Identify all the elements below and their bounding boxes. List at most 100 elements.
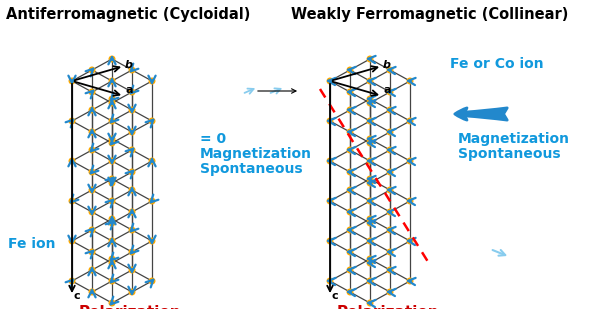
Circle shape bbox=[149, 198, 155, 204]
Circle shape bbox=[109, 278, 115, 284]
Circle shape bbox=[109, 56, 115, 62]
Circle shape bbox=[407, 198, 413, 204]
Circle shape bbox=[109, 96, 115, 102]
Circle shape bbox=[89, 187, 95, 193]
Circle shape bbox=[109, 260, 115, 266]
Circle shape bbox=[109, 238, 115, 244]
Circle shape bbox=[89, 227, 95, 233]
Circle shape bbox=[89, 129, 95, 135]
Circle shape bbox=[327, 158, 333, 164]
Circle shape bbox=[347, 227, 353, 233]
Text: Polarization: Polarization bbox=[79, 305, 182, 309]
Text: Antiferromagnetic (Cycloidal): Antiferromagnetic (Cycloidal) bbox=[6, 6, 250, 22]
Circle shape bbox=[109, 216, 115, 222]
Circle shape bbox=[89, 289, 95, 295]
Circle shape bbox=[69, 158, 75, 164]
Circle shape bbox=[129, 129, 135, 135]
Circle shape bbox=[347, 249, 353, 255]
Circle shape bbox=[367, 238, 373, 244]
Circle shape bbox=[367, 278, 373, 284]
Circle shape bbox=[149, 158, 155, 164]
Circle shape bbox=[387, 249, 393, 255]
Circle shape bbox=[407, 78, 413, 84]
Circle shape bbox=[109, 136, 115, 142]
Text: = 0: = 0 bbox=[200, 132, 226, 146]
Circle shape bbox=[387, 89, 393, 95]
Circle shape bbox=[347, 107, 353, 113]
Text: Magnetization: Magnetization bbox=[200, 147, 312, 161]
Circle shape bbox=[129, 227, 135, 233]
Circle shape bbox=[387, 107, 393, 113]
Circle shape bbox=[109, 78, 115, 84]
Circle shape bbox=[347, 67, 353, 73]
Circle shape bbox=[387, 129, 393, 135]
Circle shape bbox=[347, 289, 353, 295]
Circle shape bbox=[89, 89, 95, 95]
Circle shape bbox=[109, 300, 115, 306]
Text: c: c bbox=[331, 291, 338, 301]
Text: b: b bbox=[125, 60, 133, 70]
Circle shape bbox=[367, 136, 373, 142]
Circle shape bbox=[327, 118, 333, 124]
Circle shape bbox=[89, 267, 95, 273]
Circle shape bbox=[129, 89, 135, 95]
Circle shape bbox=[129, 67, 135, 73]
Circle shape bbox=[367, 96, 373, 102]
Circle shape bbox=[347, 267, 353, 273]
Circle shape bbox=[129, 249, 135, 255]
Circle shape bbox=[149, 238, 155, 244]
Circle shape bbox=[109, 220, 115, 226]
Circle shape bbox=[407, 278, 413, 284]
Circle shape bbox=[407, 158, 413, 164]
Circle shape bbox=[367, 118, 373, 124]
Circle shape bbox=[367, 78, 373, 84]
Circle shape bbox=[387, 267, 393, 273]
Circle shape bbox=[89, 209, 95, 215]
Circle shape bbox=[129, 187, 135, 193]
Circle shape bbox=[89, 107, 95, 113]
Circle shape bbox=[69, 238, 75, 244]
Circle shape bbox=[367, 180, 373, 186]
Circle shape bbox=[347, 147, 353, 153]
Text: Spontaneous: Spontaneous bbox=[200, 162, 302, 176]
Circle shape bbox=[89, 169, 95, 175]
Circle shape bbox=[367, 220, 373, 226]
Circle shape bbox=[327, 198, 333, 204]
Circle shape bbox=[387, 147, 393, 153]
Text: a: a bbox=[384, 85, 392, 95]
Circle shape bbox=[347, 169, 353, 175]
Circle shape bbox=[89, 249, 95, 255]
Circle shape bbox=[367, 300, 373, 306]
Circle shape bbox=[347, 187, 353, 193]
Circle shape bbox=[367, 216, 373, 222]
Text: Fe ion: Fe ion bbox=[8, 237, 56, 251]
Circle shape bbox=[367, 56, 373, 62]
Circle shape bbox=[347, 209, 353, 215]
Circle shape bbox=[387, 67, 393, 73]
Circle shape bbox=[89, 67, 95, 73]
Text: Fe or Co ion: Fe or Co ion bbox=[450, 57, 544, 71]
Circle shape bbox=[387, 187, 393, 193]
Circle shape bbox=[129, 147, 135, 153]
Circle shape bbox=[327, 78, 333, 84]
Circle shape bbox=[367, 256, 373, 262]
Circle shape bbox=[149, 78, 155, 84]
Circle shape bbox=[109, 100, 115, 106]
Text: Polarization: Polarization bbox=[337, 305, 440, 309]
Circle shape bbox=[387, 227, 393, 233]
Circle shape bbox=[109, 256, 115, 262]
Circle shape bbox=[327, 278, 333, 284]
Text: Weakly Ferromagnetic (Collinear): Weakly Ferromagnetic (Collinear) bbox=[292, 6, 569, 22]
Circle shape bbox=[367, 158, 373, 164]
Circle shape bbox=[109, 176, 115, 182]
Circle shape bbox=[347, 129, 353, 135]
Circle shape bbox=[109, 198, 115, 204]
Circle shape bbox=[109, 158, 115, 164]
Circle shape bbox=[367, 198, 373, 204]
Circle shape bbox=[149, 278, 155, 284]
Circle shape bbox=[367, 140, 373, 146]
Circle shape bbox=[69, 78, 75, 84]
Circle shape bbox=[149, 118, 155, 124]
Circle shape bbox=[129, 107, 135, 113]
Circle shape bbox=[109, 140, 115, 146]
